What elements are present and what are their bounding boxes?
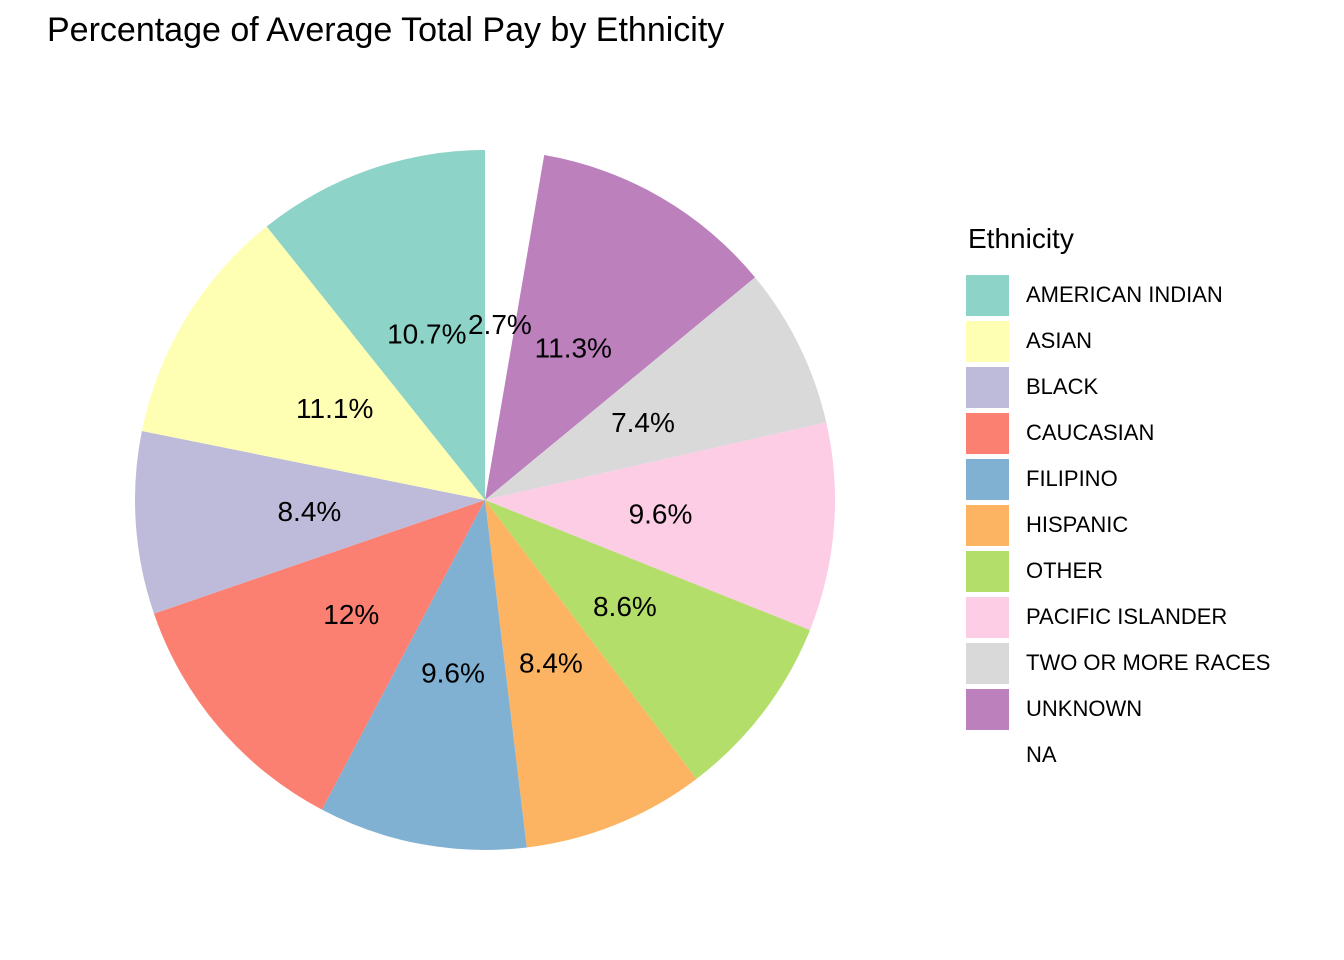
legend-title: Ethnicity (968, 223, 1074, 254)
pie-label-hispanic: 8.4% (519, 648, 583, 679)
pie-label-black: 8.4% (277, 496, 341, 527)
legend-item-american-indian: AMERICAN INDIAN (966, 272, 1270, 318)
pie-label-two-or-more-races: 7.4% (611, 407, 675, 438)
legend-item-black: BLACK (966, 364, 1270, 410)
legend-item-unknown: UNKNOWN (966, 686, 1270, 732)
legend-label-na: NA (1026, 742, 1057, 767)
legend-key-caucasian (966, 412, 1009, 454)
pie-label-american-indian: 10.7% (387, 318, 466, 349)
legend-key-na (966, 734, 1009, 776)
legend-item-caucasian: CAUCASIAN (966, 410, 1270, 456)
pie-label-other: 8.6% (593, 591, 657, 622)
legend-item-hispanic: HISPANIC (966, 502, 1270, 548)
pie-slice-unknown (485, 155, 756, 501)
pie-slice-hispanic (485, 500, 697, 848)
legend-key-unknown (966, 688, 1009, 730)
pie-label-caucasian: 12% (323, 599, 379, 630)
legend-item-na: NA (966, 732, 1270, 778)
pie-slice-two-or-more-races (485, 277, 827, 500)
pie-label-pacific-islander: 9.6% (629, 498, 693, 529)
legend-item-asian: ASIAN (966, 318, 1270, 364)
pie-slice-na (485, 149, 545, 500)
pie-label-filipino: 9.6% (421, 658, 485, 689)
legend-item-other: OTHER (966, 548, 1270, 594)
pie-slice-other (485, 500, 810, 779)
legend-key-filipino (966, 458, 1009, 500)
legend-item-pacific-islander: PACIFIC ISLANDER (966, 594, 1270, 640)
pie-slice-asian (141, 226, 486, 500)
pie-label-asian: 11.1% (296, 393, 373, 424)
legend-label-hispanic: HISPANIC (1026, 512, 1129, 537)
legend: Ethnicity AMERICAN INDIAN ASIAN BLACK CAUCA… (966, 222, 1270, 778)
legend-key-two-or-more-races (966, 642, 1009, 684)
pie-slice-caucasian (153, 500, 485, 810)
legend-label-caucasian: CAUCASIAN (1026, 420, 1155, 445)
legend-key-asian (966, 320, 1009, 362)
pie-slice-american-indian (266, 150, 485, 500)
legend-label-filipino: FILIPINO (1026, 466, 1118, 491)
legend-label-unknown: UNKNOWN (1026, 696, 1143, 721)
legend-label-two-or-more-races: TWO OR MORE RACES (1026, 650, 1271, 675)
legend-label-other: OTHER (1026, 558, 1103, 583)
legend-key-black (966, 366, 1009, 408)
chart-title: Percentage of Average Total Pay by Ethni… (47, 11, 725, 49)
legend-item-filipino: FILIPINO (966, 456, 1270, 502)
legend-label-black: BLACK (1026, 374, 1099, 399)
pie-slice-pacific-islander (485, 422, 835, 631)
legend-label-american-indian: AMERICAN INDIAN (1026, 282, 1223, 307)
pie-label-na: 2.7% (468, 309, 532, 340)
legend-items: AMERICAN INDIAN ASIAN BLACK CAUCASIAN FILIPI… (966, 272, 1270, 778)
legend-key-other (966, 550, 1009, 592)
legend-label-pacific-islander: PACIFIC ISLANDER (1026, 604, 1228, 629)
legend-key-pacific-islander (966, 596, 1009, 638)
legend-label-asian: ASIAN (1026, 328, 1093, 353)
pie-label-unknown: 11.3% (535, 332, 612, 363)
legend-key-american-indian (966, 274, 1009, 316)
pie-slice-filipino (321, 500, 527, 851)
legend-item-two-or-more-races: TWO OR MORE RACES (966, 640, 1270, 686)
pie-slice-black (135, 431, 486, 614)
legend-key-hispanic (966, 504, 1009, 546)
